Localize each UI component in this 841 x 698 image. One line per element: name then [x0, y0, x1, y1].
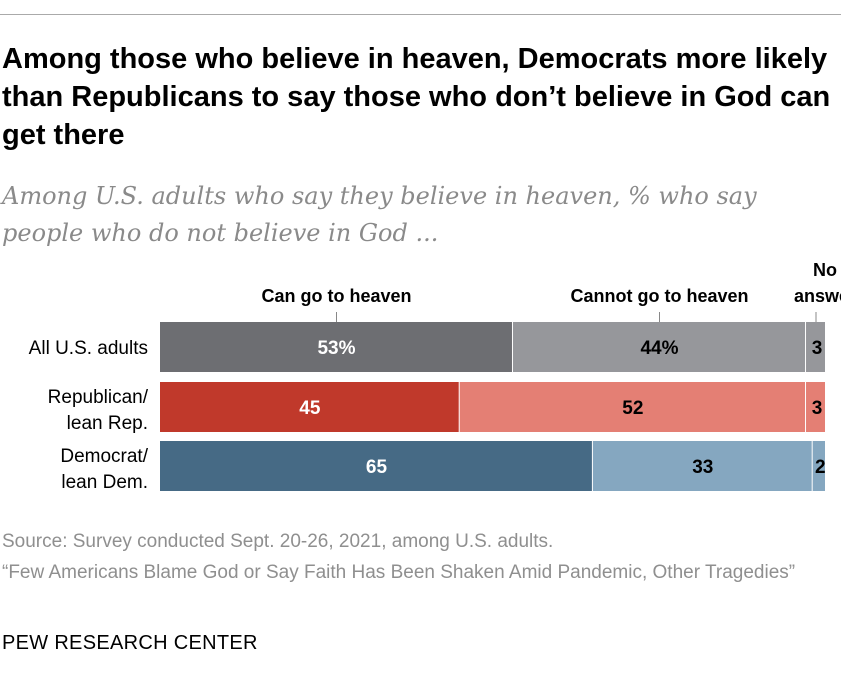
- bar-segment: [459, 382, 806, 432]
- bar-segment: [806, 382, 825, 432]
- data-label: 3: [812, 338, 823, 359]
- bar-segment: [160, 441, 592, 491]
- legend-label: answer: [794, 286, 841, 306]
- bar-segment: [160, 322, 512, 372]
- data-label: 44%: [640, 338, 678, 359]
- bar-segment: [812, 441, 825, 491]
- category-label: lean Dem.: [61, 472, 148, 493]
- category-label: Republican/: [48, 387, 149, 408]
- chart-title: Among those who believe in heaven, Democ…: [2, 43, 831, 151]
- source-note: Source: Survey conducted Sept. 20-26, 20…: [2, 531, 554, 552]
- category-label: lean Rep.: [67, 413, 148, 434]
- top-rule: [0, 14, 841, 15]
- bar-segment: [160, 382, 459, 432]
- bar-segment: [512, 322, 806, 372]
- data-label: 3: [812, 398, 823, 419]
- bar-segment: [806, 322, 825, 372]
- data-label: 33: [692, 457, 713, 478]
- category-label: All U.S. adults: [29, 338, 148, 359]
- legend-label: Can go to heaven: [261, 286, 411, 306]
- data-label: 52: [622, 398, 643, 419]
- legend-label: No: [813, 260, 837, 280]
- legend-label: Cannot go to heaven: [570, 286, 748, 306]
- bar-segment: [592, 441, 812, 491]
- data-label: 45: [299, 398, 321, 419]
- brand-logo-text: PEW RESEARCH CENTER: [2, 632, 258, 654]
- data-label: 2: [815, 457, 826, 478]
- data-label: 65: [366, 457, 388, 478]
- chart-subtitle: Among U.S. adults who say they believe i…: [2, 182, 757, 247]
- category-label: Democrat/: [60, 446, 148, 467]
- report-title: “Few Americans Blame God or Say Faith Ha…: [2, 562, 796, 583]
- data-label: 53%: [317, 338, 355, 359]
